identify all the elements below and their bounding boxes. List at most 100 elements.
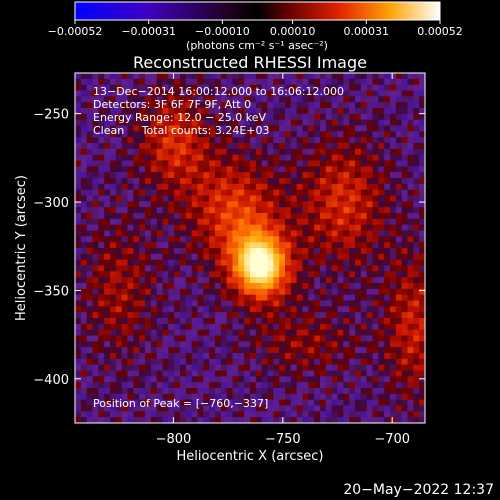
heatmap-cell xyxy=(390,207,397,214)
heatmap-cell xyxy=(150,323,158,331)
heatmap-cell xyxy=(273,294,280,301)
heatmap-cell xyxy=(261,335,268,342)
heatmap-cell xyxy=(238,341,245,348)
heatmap-cell xyxy=(273,335,280,342)
heatmap-cell xyxy=(162,183,169,191)
heatmap-cell xyxy=(238,306,245,313)
heatmap-cell xyxy=(325,137,333,144)
heatmap-cell xyxy=(372,353,379,360)
heatmap-cell xyxy=(337,236,344,243)
heatmap-cell xyxy=(92,399,99,406)
heatmap-cell xyxy=(232,277,239,284)
heatmap-cell xyxy=(121,283,128,290)
heatmap-cell xyxy=(92,288,99,296)
heatmap-cell xyxy=(349,347,356,354)
heatmap-cell xyxy=(104,358,111,366)
heatmap-cell xyxy=(80,283,88,290)
heatmap-cell xyxy=(320,283,327,290)
heatmap-cell xyxy=(349,236,356,243)
heatmap-cell xyxy=(215,411,222,418)
heatmap-cell xyxy=(302,312,309,319)
heatmap-cell xyxy=(121,131,128,138)
heatmap-cell xyxy=(366,277,373,284)
heatmap-cell xyxy=(261,108,268,115)
heatmap-cell xyxy=(255,119,263,126)
heatmap-cell xyxy=(255,358,263,366)
heatmap-cell xyxy=(290,259,298,266)
heatmap-cell xyxy=(156,242,163,249)
heatmap-cell xyxy=(185,318,193,325)
heatmap-cell xyxy=(285,353,292,360)
heatmap-cell xyxy=(419,283,425,290)
heatmap-cell xyxy=(133,294,140,301)
colorbar-unit-label: (photons cm⁻² s⁻¹ asec⁻²) xyxy=(186,39,328,52)
chart-title: Reconstructed RHESSI Image xyxy=(133,53,367,72)
heatmap-cell xyxy=(296,271,303,278)
heatmap-cell xyxy=(121,178,128,185)
heatmap-cell xyxy=(80,405,88,412)
heatmap-cell xyxy=(343,318,350,325)
heatmap-cell xyxy=(290,108,298,115)
heatmap-cell xyxy=(325,405,333,412)
heatmap-cell xyxy=(250,189,257,196)
heatmap-cell xyxy=(360,411,368,418)
heatmap-cell xyxy=(407,113,414,121)
heatmap-cell xyxy=(115,218,123,226)
heatmap-cell xyxy=(413,341,420,348)
heatmap-cell xyxy=(75,335,82,342)
heatmap-cell xyxy=(150,73,158,80)
heatmap-cell xyxy=(191,102,198,109)
heatmap-cell xyxy=(395,417,403,423)
heatmap-cell xyxy=(127,277,134,284)
heatmap-cell xyxy=(337,335,344,342)
heatmap-cell xyxy=(244,353,251,360)
heatmap-cell xyxy=(133,399,140,406)
heatmap-cell xyxy=(349,224,356,231)
heatmap-cell xyxy=(331,73,338,80)
heatmap-cell xyxy=(92,160,99,167)
heatmap-cell xyxy=(145,143,152,150)
heatmap-cell xyxy=(174,73,181,80)
heatmap-cell xyxy=(215,300,222,307)
heatmap-cell xyxy=(168,84,175,91)
heatmap-cell xyxy=(86,90,93,97)
heatmap-cell xyxy=(360,300,368,307)
heatmap-cell xyxy=(220,236,228,243)
heatmap-cell xyxy=(267,108,274,115)
heatmap-cell xyxy=(110,323,117,331)
heatmap-cell xyxy=(378,388,385,395)
heatmap-cell xyxy=(314,382,321,389)
heatmap-cell xyxy=(296,265,303,272)
heatmap-cell xyxy=(244,358,251,366)
heatmap-cell xyxy=(267,388,274,395)
heatmap-cell xyxy=(419,183,425,191)
heatmap-cell xyxy=(290,119,298,126)
heatmap-cell xyxy=(290,306,298,313)
heatmap-cell xyxy=(372,288,379,296)
heatmap-cell xyxy=(156,131,163,138)
heatmap-cell xyxy=(296,213,303,220)
heatmap-cell xyxy=(407,335,414,342)
heatmap-cell xyxy=(325,242,333,249)
heatmap-cell xyxy=(366,312,373,319)
heatmap-cell xyxy=(232,178,239,185)
heatmap-cell xyxy=(401,370,408,377)
heatmap-cell xyxy=(220,312,228,319)
heatmap-cell xyxy=(360,183,368,191)
heatmap-cell xyxy=(395,271,403,278)
heatmap-cell xyxy=(139,329,146,336)
heatmap-cell xyxy=(80,376,88,383)
heatmap-cell xyxy=(110,166,117,173)
heatmap-cell xyxy=(395,353,403,360)
heatmap-cell xyxy=(133,189,140,196)
heatmap-cell xyxy=(215,131,222,138)
heatmap-cell xyxy=(168,137,175,144)
heatmap-cell xyxy=(407,84,414,91)
heatmap-cell xyxy=(92,224,99,231)
heatmap-cell xyxy=(104,347,111,354)
heatmap-cell xyxy=(331,382,338,389)
heatmap-cell xyxy=(185,230,193,237)
heatmap-cell xyxy=(238,90,245,97)
heatmap-cell xyxy=(104,323,111,331)
heatmap-cell xyxy=(121,341,128,348)
